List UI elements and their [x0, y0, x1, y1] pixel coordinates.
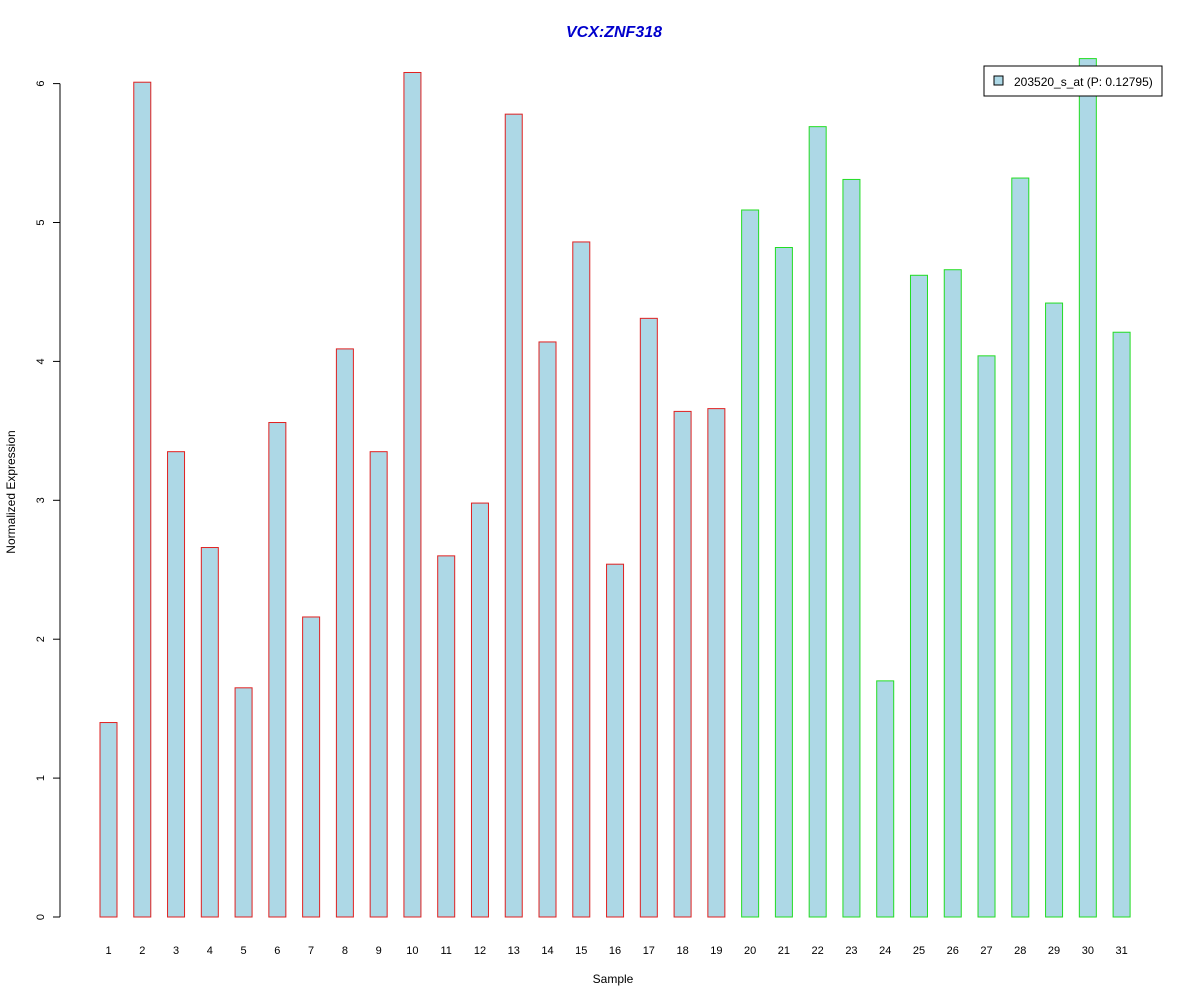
- x-tick-label: 6: [274, 945, 280, 957]
- x-tick-label: 13: [508, 945, 520, 957]
- bar-sample-15: [572, 241, 591, 918]
- bar-sample-16: [606, 563, 625, 918]
- bar-sample-19: [707, 408, 726, 918]
- x-tick-label: 5: [241, 945, 247, 957]
- x-tick-label: 19: [710, 945, 722, 957]
- x-tick-label: 2: [139, 945, 145, 957]
- x-tick-label: 21: [778, 945, 790, 957]
- x-tick-label: 29: [1048, 945, 1060, 957]
- legend-swatch: [993, 75, 1004, 86]
- y-tick-label: 6: [35, 81, 47, 87]
- bar-sample-22: [808, 126, 827, 918]
- bar-sample-27: [977, 355, 996, 918]
- y-tick-label: 4: [35, 358, 47, 364]
- bar-sample-28: [1011, 177, 1030, 918]
- x-tick-label: 1: [105, 945, 111, 957]
- bar-sample-24: [876, 680, 895, 918]
- bar-sample-10: [403, 71, 422, 918]
- bar-sample-3: [167, 451, 186, 918]
- x-tick-label: 3: [173, 945, 179, 957]
- x-tick-label: 11: [440, 945, 451, 957]
- x-tick-label: 20: [744, 945, 756, 957]
- y-tick-label: 3: [35, 497, 47, 503]
- x-tick-label: 22: [812, 945, 824, 957]
- x-tick-label: 28: [1014, 945, 1026, 957]
- x-tick-label: 26: [947, 945, 959, 957]
- x-tick-label: 17: [643, 945, 655, 957]
- bar-sample-2: [133, 81, 152, 918]
- x-axis-label: Sample: [593, 972, 634, 986]
- bar-sample-30: [1078, 58, 1097, 918]
- x-tick-label: 24: [879, 945, 891, 957]
- legend: 203520_s_at (P: 0.12795): [983, 65, 1163, 97]
- chart-title: VCX:ZNF318: [566, 24, 662, 41]
- bar-sample-11: [437, 555, 456, 918]
- bar-sample-4: [200, 547, 219, 918]
- x-tick-labels: 1 2 3 4 5 6 7 8 9 10 11 12 13 14 15 16 17 18 19 20 21 22 23 24 2…: [105, 945, 1127, 957]
- x-tick-label: 25: [913, 945, 925, 957]
- x-tick-label: 16: [609, 945, 621, 957]
- bar-sample-7: [302, 616, 321, 918]
- bar-sample-9: [369, 451, 388, 918]
- bar-sample-14: [538, 341, 557, 918]
- bar-sample-25: [909, 274, 928, 918]
- bar-sample-13: [504, 113, 523, 918]
- bar-sample-8: [335, 348, 354, 918]
- x-tick-label: 9: [376, 945, 382, 957]
- legend-label: 203520_s_at (P: 0.12795): [1014, 75, 1153, 89]
- x-tick-label: 10: [406, 945, 418, 957]
- x-tick-label: 15: [575, 945, 587, 957]
- bar-sample-23: [842, 178, 861, 918]
- x-tick-label: 7: [308, 945, 314, 957]
- bar-sample-21: [774, 247, 793, 918]
- bar-sample-6: [268, 422, 287, 918]
- bar-sample-31: [1112, 331, 1131, 918]
- x-tick-label: 23: [845, 945, 857, 957]
- bar-sample-5: [234, 687, 253, 918]
- x-tick-label: 30: [1082, 945, 1094, 957]
- x-tick-label: 18: [676, 945, 688, 957]
- legend-box: [983, 65, 1163, 97]
- bar-sample-1: [99, 722, 118, 918]
- x-tick-label: 4: [207, 945, 213, 957]
- y-tick-label: 2: [35, 636, 47, 642]
- x-tick-label: 31: [1115, 945, 1127, 957]
- y-axis-label: Normalized Expression: [4, 430, 18, 553]
- x-tick-label: 14: [541, 945, 553, 957]
- x-tick-label: 12: [474, 945, 486, 957]
- y-tick-label: 5: [35, 219, 47, 225]
- bar-sample-18: [673, 410, 692, 918]
- bar-sample-12: [470, 502, 489, 918]
- bar-sample-17: [639, 317, 658, 918]
- x-tick-label: 27: [980, 945, 992, 957]
- y-tick-label: 0: [35, 914, 47, 920]
- bars-group: [99, 58, 1131, 918]
- y-axis: 0 1 2 3 4 5 6: [35, 81, 61, 920]
- bar-sample-26: [943, 269, 962, 918]
- bar-sample-20: [741, 209, 760, 918]
- bar-sample-29: [1045, 302, 1064, 918]
- y-tick-label: 1: [35, 775, 47, 781]
- x-tick-label: 8: [342, 945, 348, 957]
